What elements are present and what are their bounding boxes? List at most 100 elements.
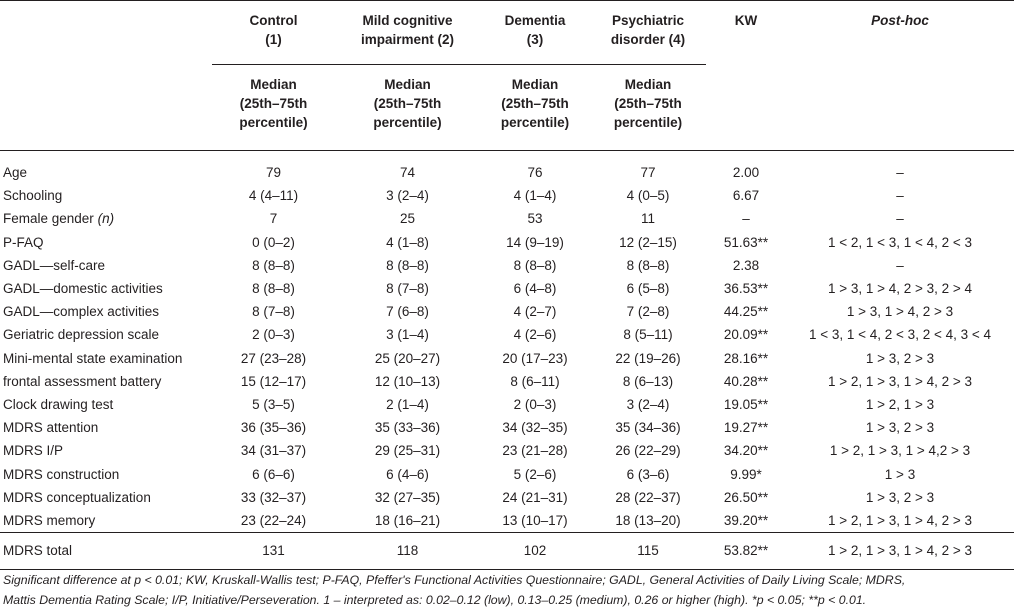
- cell-psychiatric: 6 (5–8): [626, 281, 670, 297]
- cell-control: 33 (32–37): [240, 489, 307, 505]
- table-row: GADL—complex activities 8 (7–8) 7 (6–8) …: [0, 300, 1014, 323]
- row-label: MDRS memory: [3, 513, 96, 529]
- cell-posthoc: 1 > 2, 1 > 3, 1 > 4, 2 > 3: [786, 532, 1014, 571]
- cell-psychiatric: 22 (19–26): [615, 350, 681, 366]
- subheader-median-3: Median (25th–75th percentile): [480, 64, 590, 151]
- cell-posthoc: 1 > 2, 1 > 3: [865, 397, 935, 413]
- cell-psychiatric: 3 (2–4): [626, 397, 670, 413]
- row-label: Geriatric depression scale: [3, 327, 160, 343]
- table-row: MDRS attention 36 (35–36) 35 (33–36) 34 …: [0, 416, 1014, 439]
- row-label: Female gender (n): [3, 211, 115, 227]
- cell-control: 8 (7–8): [252, 304, 295, 320]
- cell-mci: 8 (8–8): [386, 257, 429, 273]
- cell-mci: 74: [399, 165, 416, 180]
- cell-mci: 4 (1–8): [386, 234, 429, 250]
- header-posthoc: Post-hoc: [871, 13, 929, 28]
- table-row: frontal assessment battery 15 (12–17) 12…: [0, 370, 1014, 393]
- subheader-median-1: Median (25th–75th percentile): [212, 64, 335, 151]
- row-label: MDRS attention: [3, 420, 99, 436]
- row-label: frontal assessment battery: [3, 373, 162, 389]
- row-label: P-FAQ: [3, 234, 44, 250]
- cell-mci: 6 (4–6): [386, 466, 429, 482]
- cell-kw: 6.67: [732, 188, 760, 204]
- cell-kw: 40.28**: [723, 373, 769, 389]
- cell-control: 27 (23–28): [240, 350, 307, 366]
- row-label: MDRS conceptualization: [3, 489, 151, 505]
- cell-dementia: 4 (1–4): [513, 188, 557, 204]
- cell-dementia: 14 (9–19): [506, 234, 564, 250]
- cell-mci: 25 (20–27): [374, 350, 441, 366]
- cell-psychiatric: 35 (34–36): [615, 420, 681, 436]
- table-row: Clock drawing test 5 (3–5) 2 (1–4) 2 (0–…: [0, 393, 1014, 416]
- cell-posthoc: –: [896, 257, 904, 273]
- header-dementia: Dementia (3): [504, 13, 566, 47]
- table-row: MDRS memory 23 (22–24) 18 (16–21) 13 (10…: [0, 509, 1014, 533]
- cell-kw: 36.53**: [723, 281, 769, 297]
- cell-posthoc: –: [896, 211, 904, 227]
- cell-dementia: 5 (2–6): [513, 466, 557, 482]
- row-label: GADL—complex activities: [3, 304, 160, 320]
- cell-control: 36 (35–36): [240, 420, 307, 436]
- cell-kw: 44.25**: [723, 304, 769, 320]
- cell-dementia: 8 (8–8): [513, 257, 557, 273]
- cell-control: 8 (8–8): [252, 257, 295, 273]
- cell-kw: 53.82**: [706, 532, 786, 571]
- cell-control: 7: [269, 211, 278, 227]
- cell-posthoc: 1 > 2, 1 > 3, 1 > 4, 2 > 3: [827, 513, 973, 529]
- cell-posthoc: 1 > 3, 2 > 3: [865, 420, 935, 436]
- cell-control: 131: [212, 532, 335, 571]
- row-label: Mini-mental state examination: [3, 350, 183, 366]
- table-row: GADL—self-care 8 (8–8) 8 (8–8) 8 (8–8) 8…: [0, 254, 1014, 277]
- cell-control: 0 (0–2): [252, 234, 295, 250]
- cell-control: 6 (6–6): [252, 466, 295, 482]
- cell-kw: 2.38: [732, 257, 760, 273]
- cell-control: 23 (22–24): [240, 513, 307, 529]
- table-row: Schooling 4 (4–11) 3 (2–4) 4 (1–4) 4 (0–…: [0, 184, 1014, 207]
- header-row: Control (1) Mild cognitive impairment (2) …: [0, 0, 1014, 65]
- cell-posthoc: –: [896, 188, 904, 204]
- cell-mci: 29 (25–31): [374, 443, 441, 459]
- cell-mci: 35 (33–36): [374, 420, 441, 436]
- cell-dementia: 6 (4–8): [513, 281, 557, 297]
- cell-control: 2 (0–3): [252, 327, 295, 343]
- cell-psychiatric: 8 (5–11): [623, 327, 673, 343]
- subheader-median-4: Median (25th–75th percentile): [590, 64, 706, 151]
- cell-psychiatric: 12 (2–15): [619, 234, 677, 250]
- cell-kw: 51.63**: [723, 234, 769, 250]
- cell-psychiatric: 28 (22–37): [615, 489, 681, 505]
- cell-psychiatric: 11: [640, 211, 655, 227]
- cell-dementia: 4 (2–7): [513, 304, 557, 320]
- row-label: MDRS construction: [3, 466, 120, 482]
- cell-psychiatric: 77: [640, 165, 656, 180]
- header-empty: [0, 1, 212, 65]
- table-body: Age 79 74 76 77 2.00 – Schooling 4 (4–11…: [0, 150, 1014, 571]
- row-label: Clock drawing test: [3, 397, 114, 413]
- cell-mci: 3 (1–4): [386, 327, 429, 343]
- header-mci: Mild cognitive impairment (2): [360, 13, 455, 47]
- subheader-row: Median (25th–75th percentile) Median (25th–…: [0, 64, 1014, 151]
- cell-mci: 3 (2–4): [386, 188, 429, 204]
- cell-kw: 39.20**: [723, 513, 769, 529]
- cell-kw: 19.27**: [723, 420, 769, 436]
- cell-control: 79: [265, 165, 282, 180]
- cell-posthoc: 1 > 2, 1 > 3, 1 > 4,2 > 3: [829, 443, 971, 459]
- table-footnote: Significant difference at p < 0.01; KW, …: [3, 570, 1011, 610]
- cell-psychiatric: 115: [590, 532, 706, 571]
- cell-posthoc: 1 < 2, 1 < 3, 1 < 4, 2 < 3: [827, 234, 973, 250]
- cell-psychiatric: 7 (2–8): [626, 304, 670, 320]
- table-row: MDRS conceptualization 33 (32–37) 32 (27…: [0, 486, 1014, 509]
- cell-dementia: 53: [527, 211, 543, 227]
- cell-control: 34 (31–37): [240, 443, 307, 459]
- header-kw: KW: [734, 13, 758, 28]
- cell-kw: 34.20**: [723, 443, 769, 459]
- header-control: Control (1): [249, 13, 298, 47]
- cell-posthoc: 1 > 3, 1 > 4, 2 > 3, 2 > 4: [827, 281, 973, 297]
- row-label: Schooling: [3, 188, 63, 204]
- table-row: Mini-mental state examination 27 (23–28)…: [0, 347, 1014, 370]
- cell-mci: 7 (6–8): [386, 304, 429, 320]
- cell-kw: –: [742, 211, 750, 227]
- footnote-line-1: Significant difference at p < 0.01; KW, …: [3, 573, 906, 587]
- cell-psychiatric: 26 (22–29): [615, 443, 681, 459]
- cell-dementia: 24 (21–31): [502, 489, 568, 505]
